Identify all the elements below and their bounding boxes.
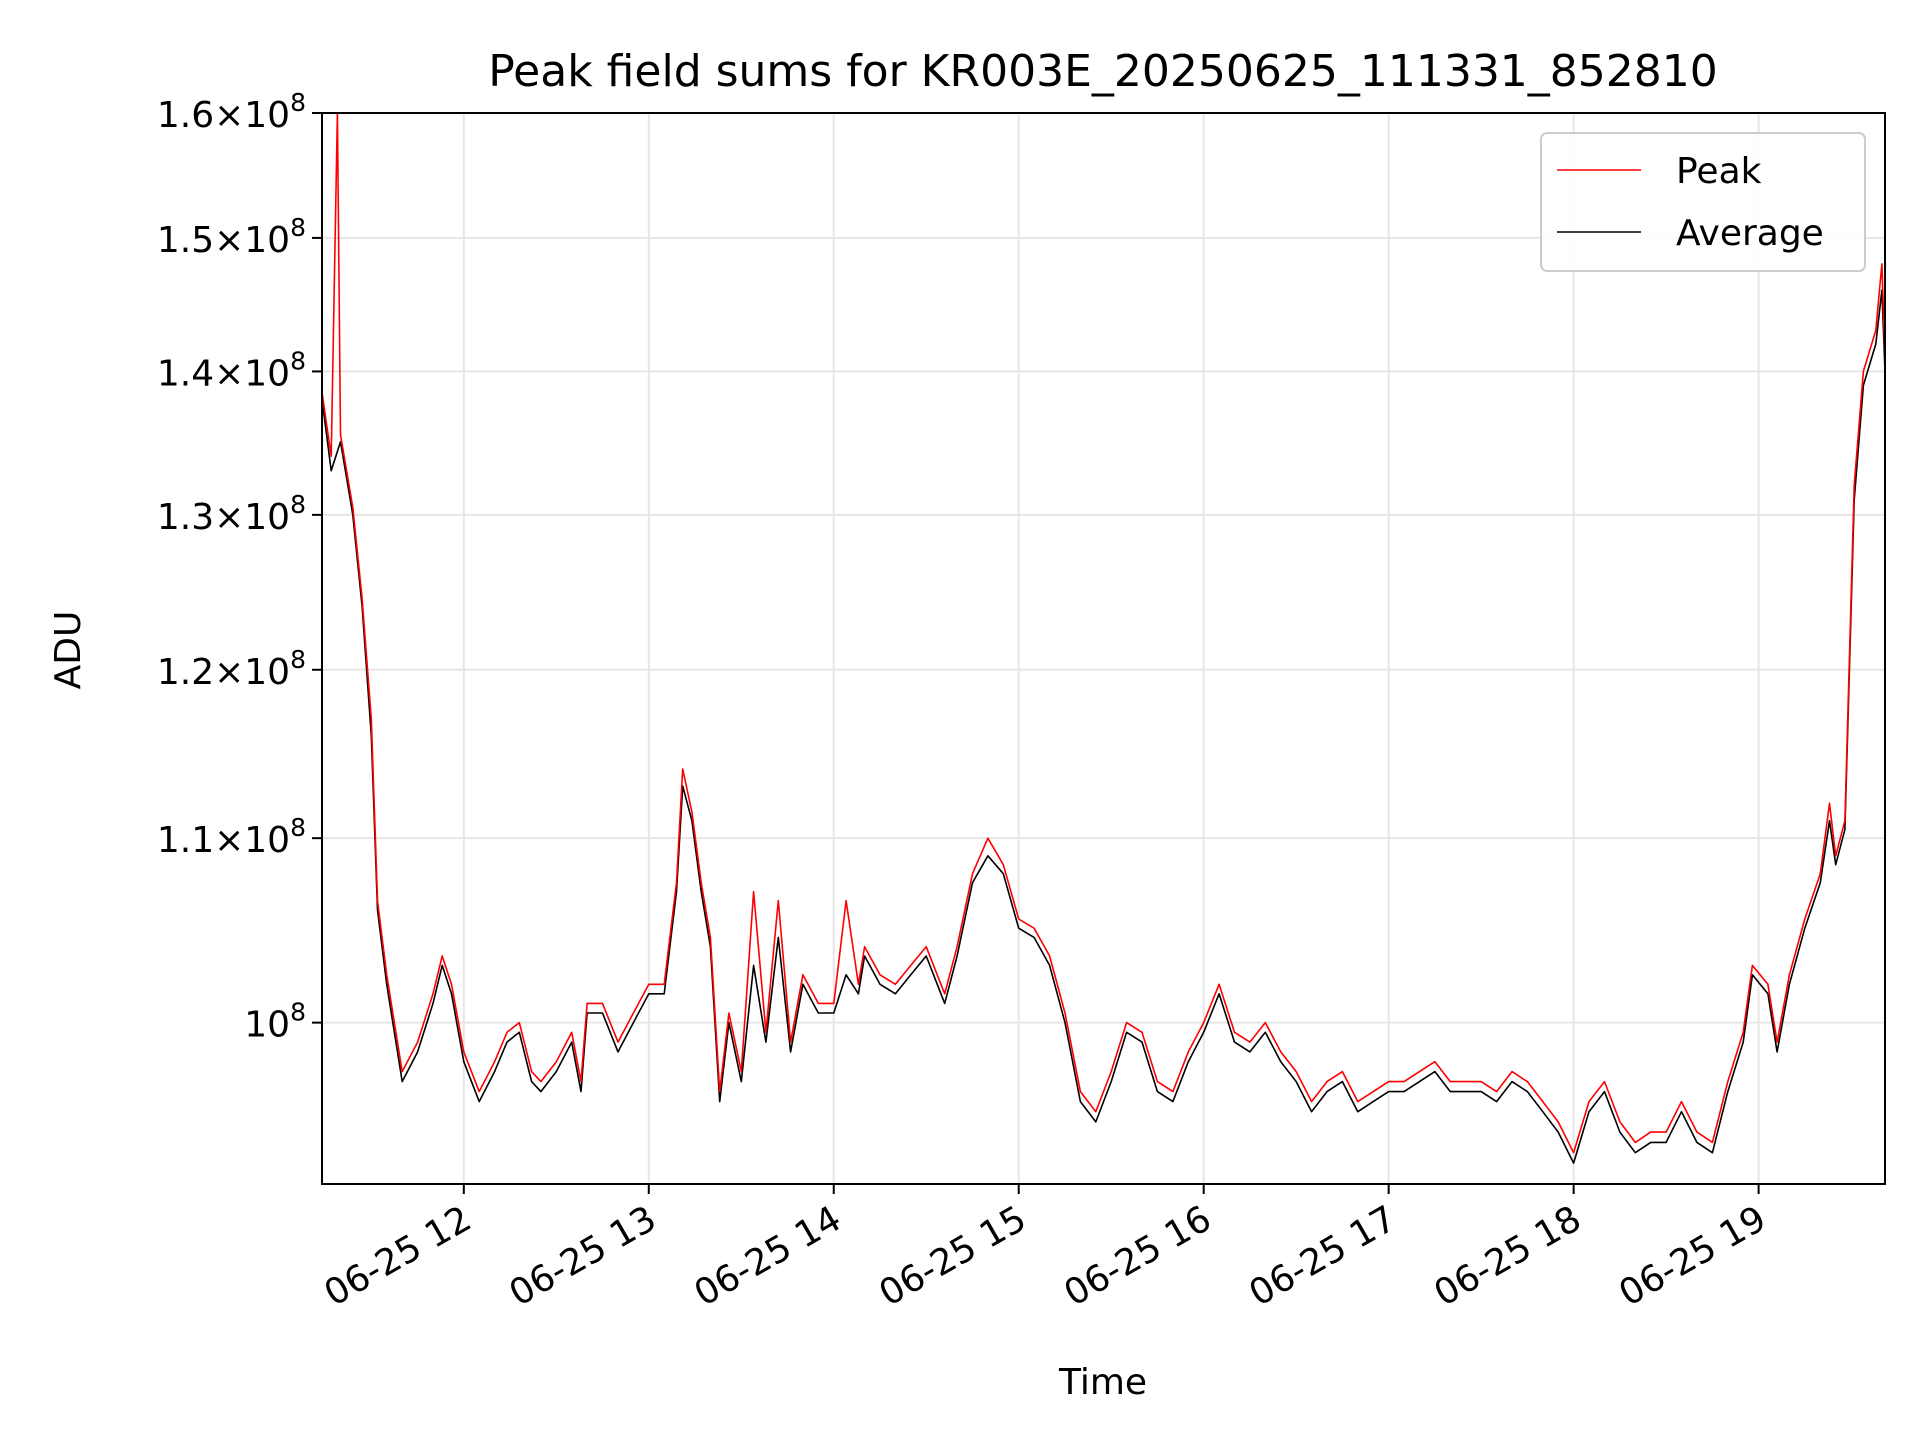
y-tick-label: 1.2×108 [157, 645, 306, 693]
y-axis-label: ADU [48, 611, 89, 690]
plot-lines [321, 112, 1886, 1164]
y-tick-label: 108 [244, 998, 306, 1046]
legend-box [1540, 132, 1866, 272]
grid [322, 112, 1885, 1184]
y-tick-label: 1.6×108 [157, 88, 306, 136]
y-tick-label: 1.5×108 [157, 213, 306, 261]
y-tick-label: 1.3×108 [157, 490, 306, 538]
legend: Peak Average [1540, 132, 1866, 272]
legend-label-peak: Peak [1676, 151, 1762, 192]
series-line-average [321, 289, 1886, 1164]
x-axis-label: Time [1058, 1362, 1147, 1403]
series-line-peak [321, 112, 1886, 1154]
chart-title: Peak field sums for KR003E_20250625_1113… [488, 46, 1718, 97]
y-tick-label: 1.1×108 [157, 813, 306, 861]
plot-frame [321, 112, 1886, 1185]
y-tick-label: 1.4×108 [157, 346, 306, 394]
y-axis-ticks: 108 1.1×108 1.2×108 1.3×108 1.4×108 1.5×108 1.… [157, 88, 322, 1046]
legend-label-average: Average [1676, 213, 1824, 254]
